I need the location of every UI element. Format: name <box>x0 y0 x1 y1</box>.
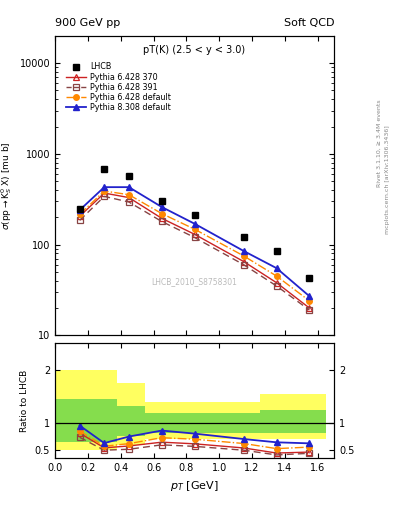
Text: LHCB_2010_S8758301: LHCB_2010_S8758301 <box>152 277 237 286</box>
Legend: LHCB, Pythia 6.428 370, Pythia 6.428 391, Pythia 6.428 default, Pythia 8.308 def: LHCB, Pythia 6.428 370, Pythia 6.428 391… <box>64 61 173 114</box>
Text: Rivet 3.1.10, ≥ 3.4M events: Rivet 3.1.10, ≥ 3.4M events <box>377 99 382 187</box>
Text: pT(K) (2.5 < y < 3.0): pT(K) (2.5 < y < 3.0) <box>143 45 246 55</box>
Text: mcplots.cern.ch [arXiv:1306.3436]: mcplots.cern.ch [arXiv:1306.3436] <box>385 125 389 233</box>
Y-axis label: $\sigma$(pp$\rightarrow$K$^0_S$ X) [mu b]: $\sigma$(pp$\rightarrow$K$^0_S$ X) [mu b… <box>0 141 14 230</box>
Text: 900 GeV pp: 900 GeV pp <box>55 18 120 28</box>
Text: Soft QCD: Soft QCD <box>284 18 334 28</box>
Y-axis label: Ratio to LHCB: Ratio to LHCB <box>20 370 29 432</box>
X-axis label: $p_T$ [GeV]: $p_T$ [GeV] <box>170 479 219 493</box>
